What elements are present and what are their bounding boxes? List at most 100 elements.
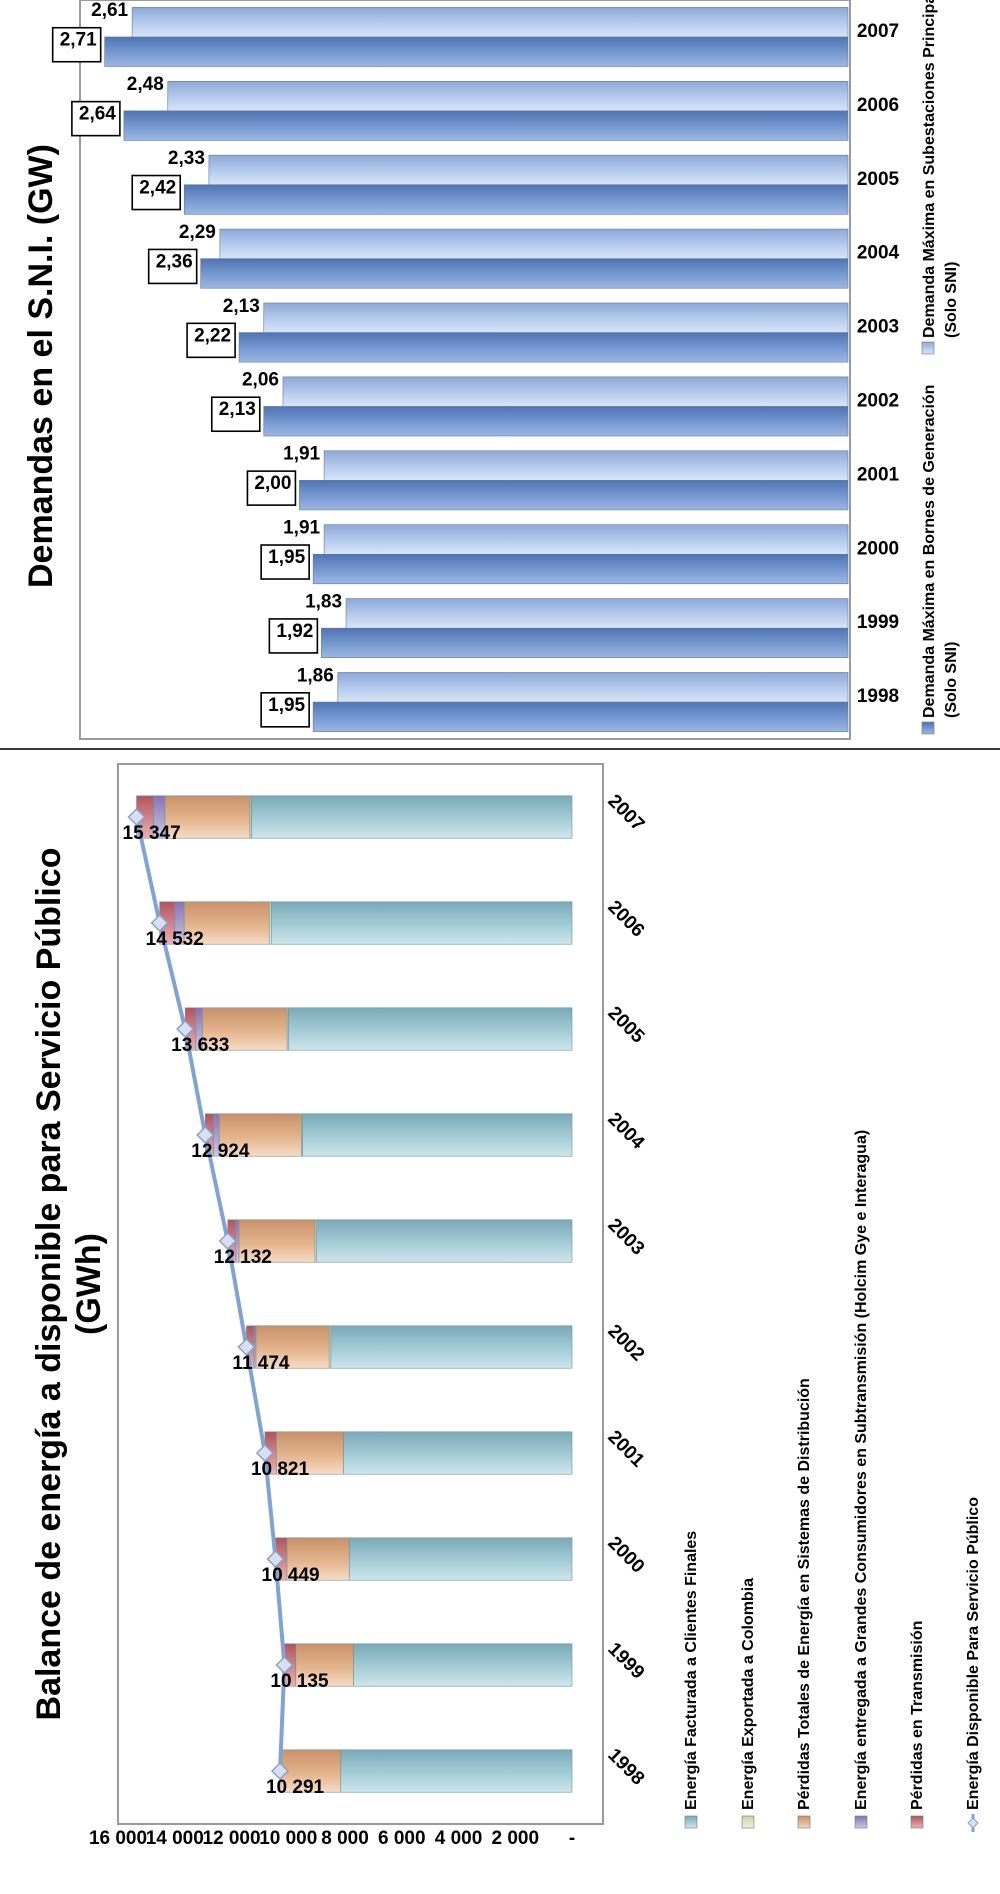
x-tick-label: 2001 <box>604 1427 649 1472</box>
x-tick-label: 2003 <box>604 1215 649 1260</box>
demand-bar <box>219 228 849 259</box>
demand-title: Demandas en el S.N.I. (GW) <box>22 144 60 588</box>
demand-bar <box>323 524 849 555</box>
legend-swatch <box>921 341 935 355</box>
demand-bar <box>167 80 849 112</box>
data-label-box <box>268 618 319 654</box>
x-tick-label: 2001 <box>857 464 900 485</box>
data-label-box <box>246 470 297 506</box>
demand-legend: Demanda Máxima en Bornes de Generación (S… <box>921 0 960 735</box>
energy-balance-bars <box>136 795 573 1793</box>
data-label: 2,61 <box>91 0 128 21</box>
energy-balance-plot-area <box>117 763 604 1825</box>
line-marker <box>270 1761 290 1781</box>
line-marker <box>218 1231 237 1251</box>
data-label-box <box>186 322 236 359</box>
y-tick-label: 14 000 <box>146 1828 204 1849</box>
data-label-box <box>51 26 102 63</box>
stacked-bar-segment <box>353 1643 573 1687</box>
x-tick-label: 2006 <box>604 897 649 942</box>
demand-bar <box>312 701 849 732</box>
data-label: 2,48 <box>127 74 164 95</box>
y-tick-label: 10 000 <box>259 1828 317 1849</box>
x-tick-label: 1998 <box>604 1745 649 1790</box>
data-label: 2,36 <box>156 251 193 272</box>
data-label: 1,95 <box>268 695 305 716</box>
legend-label: Energía Exportada a Colombia <box>740 1578 757 1810</box>
legend-swatch <box>797 1815 811 1829</box>
legend-marker <box>967 1817 979 1829</box>
data-label-box <box>260 692 310 728</box>
energy-balance-chart: Balance de energía a disponible para Ser… <box>30 763 982 1849</box>
demand-bar <box>104 36 849 67</box>
stacked-bar-segment <box>302 1113 573 1157</box>
data-label: 2,64 <box>79 104 116 125</box>
data-label: 1,95 <box>268 547 305 568</box>
data-label-box <box>260 544 310 580</box>
x-tick-label: 2000 <box>604 1533 649 1578</box>
data-label: 10 821 <box>251 1459 310 1480</box>
y-tick-label: 6 000 <box>378 1828 426 1849</box>
legend-label: Pérdidas en Transmisión <box>909 1621 926 1810</box>
legend-swatch <box>684 1815 698 1829</box>
y-tick-label: - <box>569 1828 575 1849</box>
energy-balance-legend: Energía Facturada a Clientes Finales Ener… <box>683 1130 982 1832</box>
data-label: 13 633 <box>171 1035 229 1056</box>
y-tick-label: 4 000 <box>435 1828 483 1849</box>
x-tick-label: 2006 <box>857 95 899 116</box>
demand-plot-area <box>79 0 851 740</box>
stacked-bar-segment <box>316 1219 573 1263</box>
data-label: 15 347 <box>123 823 181 844</box>
x-tick-label: 2005 <box>604 1003 649 1048</box>
legend-label: Energía entregada a Grandes Consumidores… <box>853 1130 870 1810</box>
data-label-box <box>210 396 261 433</box>
data-label: 1,92 <box>276 621 313 642</box>
line-marker <box>196 1125 215 1145</box>
demand-x-axis: 1998 1999 2000 2001 2002 2003 2004 2005 2006 2007 <box>857 21 900 707</box>
demand-data-labels: 1,95 1,86 1,92 1,83 1,95 1,91 2,00 1,91 2,13 2,06… <box>51 0 342 728</box>
stacked-bar-segment <box>287 1007 573 1051</box>
y-tick-label: 16 000 <box>89 1828 147 1849</box>
x-tick-label: 2002 <box>604 1321 649 1366</box>
legend-label: Demanda Máxima en Subestaciones Principa… <box>921 0 938 338</box>
demand-bar <box>282 376 849 407</box>
legend-label-sub: (Solo SNI) <box>943 642 960 718</box>
data-label: 14 532 <box>146 929 204 950</box>
data-label: 2,71 <box>60 30 97 51</box>
line-series-path <box>134 816 287 1772</box>
stacked-bar-segment <box>348 1537 573 1581</box>
data-label: 1,91 <box>283 444 320 465</box>
y-tick-label: 12 000 <box>202 1828 260 1849</box>
demand-bar <box>321 627 849 659</box>
demand-bar <box>208 154 849 186</box>
x-tick-label: 1998 <box>857 686 899 707</box>
demand-bars <box>104 7 849 732</box>
energy-balance-data-labels: 10 291 10 135 10 449 10 821 11 474 12 132 12 9… <box>123 823 329 1798</box>
legend-label: Demanda Máxima en Bornes de Generación <box>921 385 938 718</box>
data-label: 2,06 <box>242 370 279 391</box>
x-tick-label: 2007 <box>604 791 649 836</box>
legend-swatch <box>854 1815 868 1829</box>
demand-bar <box>263 406 849 437</box>
line-marker <box>275 1655 294 1675</box>
demand-bar <box>312 553 849 585</box>
stacked-bar-segment <box>343 1431 573 1475</box>
x-tick-label: 2004 <box>857 243 900 264</box>
demand-bar <box>238 332 849 363</box>
demand-bar <box>183 184 849 215</box>
data-label: 10 291 <box>266 1777 325 1798</box>
demand-chart: Demandas en el S.N.I. (GW) 1,951,861,921… <box>22 0 960 740</box>
x-tick-label: 1999 <box>604 1639 649 1684</box>
energy-balance-x-axis: 1998 1999 2000 2001 2002 2003 2004 2005 2006 2007 <box>604 791 649 1790</box>
energy-balance-line-series <box>127 807 294 1781</box>
data-label: 1,91 <box>283 517 320 538</box>
data-label: 2,00 <box>254 473 291 494</box>
demand-bar <box>131 7 849 38</box>
data-label: 12 132 <box>214 1247 272 1268</box>
y-tick-label: 8 000 <box>321 1828 369 1849</box>
legend-label-sub: (Solo SNI) <box>943 262 960 338</box>
data-label: 1,83 <box>305 591 342 612</box>
data-label: 11 474 <box>232 1353 289 1374</box>
legend-label: Energía Facturada a Clientes Finales <box>683 1531 700 1810</box>
legend-label: Energía Disponible Para Servicio Público <box>965 1497 982 1810</box>
